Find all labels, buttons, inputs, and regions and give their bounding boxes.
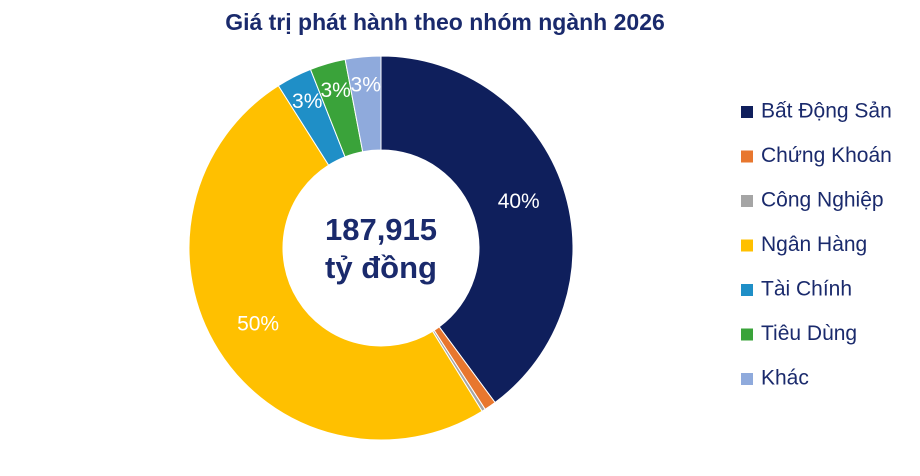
legend-label: Chứng Khoán [761, 144, 892, 167]
legend-swatch [741, 195, 753, 207]
legend-label: Bất Động Sản [761, 100, 892, 123]
data-label: 40% [498, 190, 540, 213]
data-label: 50% [237, 312, 279, 335]
chart-title: Giá trị phát hành theo nhóm ngành 2026 [225, 9, 665, 35]
data-label: 3% [320, 79, 350, 102]
legend-label: Tiêu Dùng [761, 322, 857, 345]
legend-label: Tài Chính [761, 278, 852, 301]
donut-slice [344, 55, 382, 153]
legend-label: Khác [761, 367, 809, 390]
legend-swatch [741, 106, 753, 118]
legend-swatch [741, 239, 753, 252]
legend-swatch [741, 328, 753, 341]
donut-slice [380, 55, 574, 404]
center-unit: tỷ đồng [325, 250, 437, 285]
donut-slice [188, 85, 483, 441]
center-value: 187,915 [325, 212, 437, 247]
legend-label: Ngân Hàng [761, 233, 867, 256]
legend-swatch [741, 150, 753, 163]
data-label: 3% [351, 73, 381, 96]
legend-swatch [741, 373, 753, 385]
data-label: 3% [292, 90, 322, 113]
legend-swatch [741, 284, 753, 296]
legend-label: Công Nghiệp [761, 189, 884, 212]
